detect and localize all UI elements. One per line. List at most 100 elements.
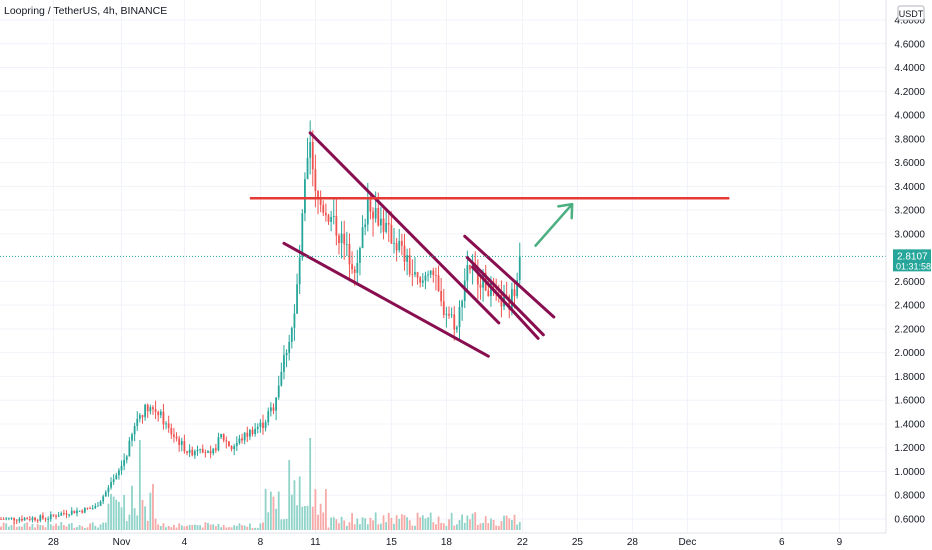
candle-body — [476, 266, 479, 285]
volume-bar — [36, 524, 39, 530]
candle-body — [228, 441, 230, 447]
x-tick-label: 8 — [258, 537, 264, 548]
candle-body — [78, 510, 81, 512]
volume-bar — [445, 525, 448, 530]
volume-bar — [10, 525, 13, 530]
candle-body — [385, 222, 388, 232]
volume-bar — [298, 476, 301, 530]
x-tick-label: 6 — [779, 537, 785, 548]
volume-bar — [403, 515, 406, 530]
x-tick-label: 22 — [517, 537, 529, 548]
candle-body — [345, 244, 348, 245]
volume-bar — [314, 489, 317, 530]
y-tick-label: 2.0000 — [894, 348, 925, 359]
volume-bar — [65, 526, 68, 530]
volume-bar — [406, 517, 408, 530]
volume-bar — [115, 499, 118, 530]
price-axis[interactable]: 4.8000 4.6000 4.4000 4.2000 4.0000 3.8000 3.60… — [885, 0, 932, 550]
candle-body — [57, 515, 60, 517]
volume-bar — [306, 505, 309, 530]
candle-body — [110, 481, 112, 488]
volume-bar — [505, 515, 508, 530]
volume-bar — [516, 524, 519, 530]
volume-bar — [393, 523, 395, 530]
candle-body — [448, 313, 450, 316]
candle-body — [220, 433, 222, 438]
candle-body — [44, 518, 47, 520]
candle-body — [306, 157, 309, 180]
volume-bar — [128, 514, 131, 530]
y-tick-label: 3.4000 — [894, 182, 925, 193]
y-tick-label: 0.8000 — [894, 491, 925, 502]
candle-body — [178, 438, 181, 445]
volume-bar — [380, 523, 382, 530]
last-price-value: 2.8107 — [897, 251, 928, 262]
volume-bar — [136, 515, 139, 530]
candle-body — [393, 243, 395, 244]
candle-body — [387, 222, 390, 225]
volume-bar — [513, 514, 516, 530]
candle-body — [133, 425, 136, 435]
y-tick-label: 1.8000 — [894, 372, 925, 383]
candle-body — [293, 313, 296, 328]
y-tick-label: 4.4000 — [894, 63, 925, 74]
currency-badge[interactable]: USDT — [899, 9, 924, 19]
candle-body — [516, 280, 519, 297]
volume-bar — [162, 523, 165, 530]
candle-body — [70, 510, 73, 515]
candle-body — [55, 515, 57, 517]
candle-body — [453, 314, 456, 330]
volume-bar — [461, 514, 464, 530]
x-tick-label: 15 — [386, 537, 398, 548]
volume-bar — [186, 525, 188, 530]
x-tick-label: 28 — [627, 537, 639, 548]
candle-body — [348, 244, 351, 265]
volume-bar — [125, 521, 128, 530]
volume-bar — [188, 524, 191, 530]
candle-body — [165, 423, 167, 425]
candle-body — [285, 352, 288, 356]
candle-body — [272, 407, 275, 411]
y-tick-label: 3.0000 — [894, 229, 925, 240]
candle-body — [131, 434, 133, 441]
volume-bar — [343, 520, 346, 530]
candle-body — [138, 415, 141, 419]
candle-body — [107, 487, 110, 493]
volume-bar — [322, 512, 325, 530]
candle-body — [173, 434, 175, 437]
volume-bar — [267, 512, 270, 530]
x-tick-label: 18 — [441, 537, 453, 548]
volume-bar — [508, 518, 511, 530]
candle-body — [62, 513, 65, 514]
candle-body — [298, 257, 301, 285]
candle-body — [94, 505, 97, 508]
candle-body — [146, 404, 149, 412]
candle-body — [214, 448, 217, 451]
volume-bar — [23, 523, 26, 530]
time-axis[interactable]: 28 Nov 4 8 11 15 18 22 25 28 Dec 6 9 — [0, 532, 932, 550]
volume-bar — [159, 526, 162, 530]
candle-body — [42, 515, 44, 519]
volume-bar — [78, 525, 81, 530]
volume-bar — [18, 526, 21, 530]
candle-body — [21, 518, 23, 521]
candle-body — [301, 213, 304, 258]
candle-body — [97, 505, 99, 507]
volume-bar — [356, 518, 359, 530]
candle-body — [233, 446, 236, 450]
volume-bar — [86, 527, 89, 530]
candle-body — [288, 341, 291, 353]
candle-body — [416, 272, 419, 278]
candle-body — [5, 518, 8, 520]
volume-bar — [453, 525, 456, 530]
volume-bar — [390, 517, 393, 530]
y-tick-label: 1.2000 — [894, 443, 925, 454]
candle-body — [2, 519, 5, 520]
candle-body — [159, 411, 162, 416]
volume-bar — [269, 491, 272, 530]
volume-bar — [73, 527, 76, 530]
volume-bar — [348, 522, 351, 530]
candle-body — [225, 440, 228, 442]
candle-body — [196, 449, 199, 452]
